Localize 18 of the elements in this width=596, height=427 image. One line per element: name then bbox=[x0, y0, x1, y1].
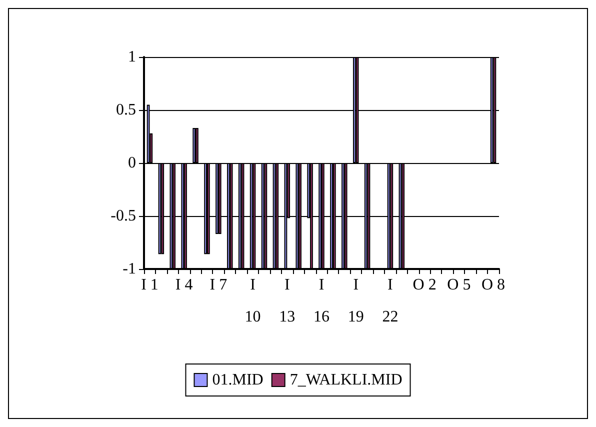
x-tick-label: O 8 bbox=[481, 276, 506, 294]
x-tick-label: O 2 bbox=[412, 276, 436, 294]
x-tick-label: I 13 bbox=[279, 276, 296, 326]
x-tick-label: I 19 bbox=[348, 276, 364, 326]
y-tick-label: 1 bbox=[128, 48, 136, 66]
x-tick-label: I 1 bbox=[141, 276, 158, 294]
x-tick-label: O 5 bbox=[447, 276, 471, 294]
y-tick-label: -1 bbox=[122, 260, 136, 278]
legend-label: 7_WALKLI.MID bbox=[290, 372, 402, 388]
y-tick-label: 0.5 bbox=[116, 102, 136, 118]
x-tick-label: I 16 bbox=[314, 276, 330, 326]
y-tick-label: -0.5 bbox=[110, 208, 136, 224]
x-tick-label: I 10 bbox=[244, 276, 261, 326]
y-tick-label: 0 bbox=[128, 154, 136, 172]
x-tick-label: I 22 bbox=[382, 276, 398, 326]
legend-label: 01.MID bbox=[212, 372, 264, 388]
x-tick-label: I 4 bbox=[175, 276, 193, 294]
x-tick-label: I 7 bbox=[210, 276, 228, 294]
